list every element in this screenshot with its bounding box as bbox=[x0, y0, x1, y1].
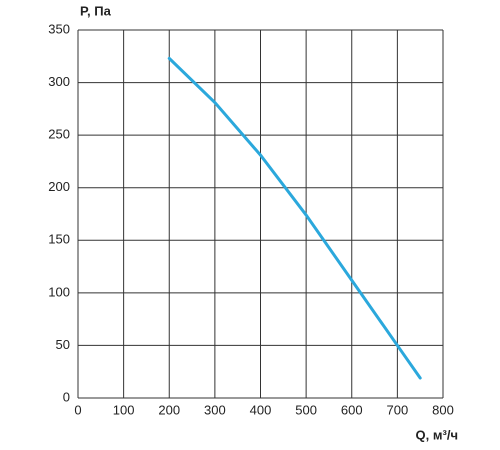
x-axis-label: Q, м³/ч bbox=[416, 427, 458, 442]
y-tick-label: 0 bbox=[63, 389, 70, 404]
y-tick-label: 300 bbox=[48, 74, 70, 89]
y-tick-label: 100 bbox=[48, 284, 70, 299]
data-line bbox=[167, 56, 422, 380]
x-tick-label: 700 bbox=[387, 402, 409, 417]
x-tick-label: 100 bbox=[113, 402, 135, 417]
x-tick-label: 600 bbox=[341, 402, 363, 417]
x-tick-label: 500 bbox=[295, 402, 317, 417]
y-tick-label: 200 bbox=[48, 179, 70, 194]
y-tick-label: 350 bbox=[48, 21, 70, 36]
x-tick-label: 200 bbox=[158, 402, 180, 417]
x-tick-label: 400 bbox=[250, 402, 272, 417]
x-tick-label: 0 bbox=[74, 402, 81, 417]
x-tick-label: 300 bbox=[204, 402, 226, 417]
y-tick-label: 50 bbox=[56, 337, 70, 352]
y-tick-label: 250 bbox=[48, 127, 70, 142]
y-tick-label: 150 bbox=[48, 232, 70, 247]
x-tick-label: 800 bbox=[432, 402, 454, 417]
y-axis-label: P, Па bbox=[80, 3, 112, 18]
